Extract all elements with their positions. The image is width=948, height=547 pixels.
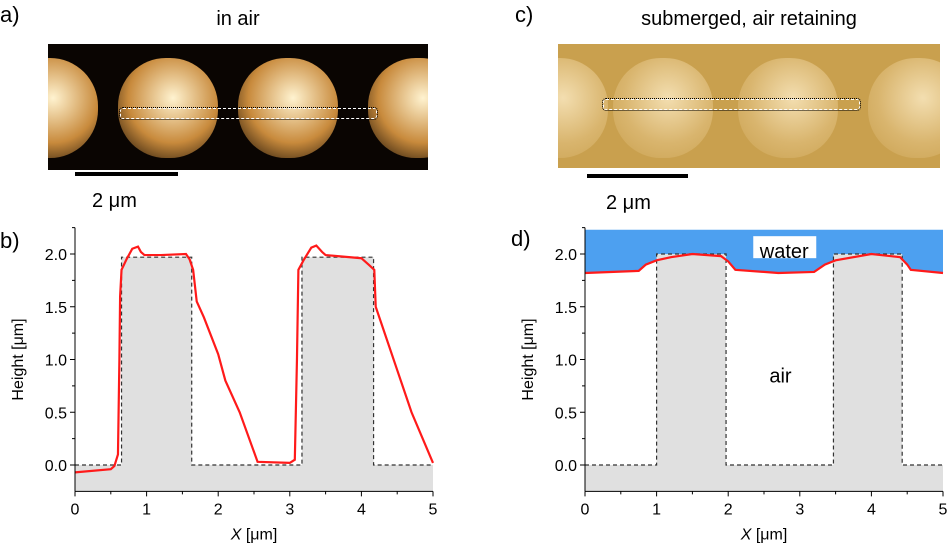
panel-a-title: in air [216, 8, 260, 30]
y-axis-label: Height [μm] [10, 318, 27, 400]
pillar-outline [585, 253, 943, 466]
pillar-blob [738, 58, 838, 158]
panel-b-label: b) [0, 228, 20, 253]
panel-a-label: a) [0, 2, 20, 27]
x-tick-label: 3 [795, 501, 804, 518]
profile-line [74, 244, 435, 474]
pillar [656, 254, 727, 465]
y-tick-label: 0.5 [555, 405, 577, 422]
afm-image-in-air [48, 44, 428, 170]
pillar [121, 257, 192, 465]
profile-line [584, 252, 944, 275]
x-tick-label: 0 [581, 501, 590, 518]
y-tick-label: 0.0 [45, 458, 67, 475]
selection-box [119, 107, 378, 120]
y-tick-label: 1.5 [45, 300, 67, 317]
pillar [833, 254, 903, 465]
x-tick-label: 2 [724, 501, 733, 518]
substrate [585, 465, 943, 492]
y-tick-label: 1.0 [45, 353, 67, 370]
panel-d-label: d) [511, 226, 531, 251]
y-tick-label: 0.0 [555, 458, 577, 475]
x-tick-label: 5 [429, 501, 438, 518]
y-tick-label: 1.5 [555, 300, 577, 317]
pillar-blob [868, 58, 940, 158]
x-tick-label: 4 [867, 501, 876, 518]
x-tick-label: 5 [939, 501, 948, 518]
panel-c-label: c) [515, 2, 534, 27]
x-tick-label: 4 [357, 501, 366, 518]
x-tick-label: 0 [71, 501, 80, 518]
y-tick-label: 0.5 [45, 405, 67, 422]
pillar [301, 257, 374, 465]
panel-c-title: submerged, air retaining [641, 8, 857, 30]
scale-bar-a [75, 172, 178, 176]
scale-bar-c [587, 174, 688, 178]
x-tick-label: 1 [142, 501, 151, 518]
water-label: water [759, 241, 809, 263]
x-axis-label: X [μm] [230, 526, 278, 543]
y-axis-label: Height [μm] [520, 318, 537, 400]
scale-bar-c-label: 2 μm [606, 192, 651, 214]
scale-bar-a-label: 2 μm [92, 190, 137, 212]
x-tick-label: 2 [214, 501, 223, 518]
water-label-bg [753, 236, 817, 259]
x-tick-label: 3 [285, 501, 294, 518]
substrate [75, 465, 433, 492]
air-label: air [769, 366, 792, 388]
x-axis-label: X [μm] [740, 526, 788, 543]
pillar-blob [613, 58, 713, 158]
afm-image-submerged [558, 44, 940, 168]
x-tick-label: 1 [652, 501, 661, 518]
y-tick-label: 2.0 [555, 247, 577, 264]
y-tick-label: 1.0 [555, 353, 577, 370]
selection-box [602, 98, 861, 111]
y-tick-label: 2.0 [45, 247, 67, 264]
pillar-outline [75, 256, 433, 466]
